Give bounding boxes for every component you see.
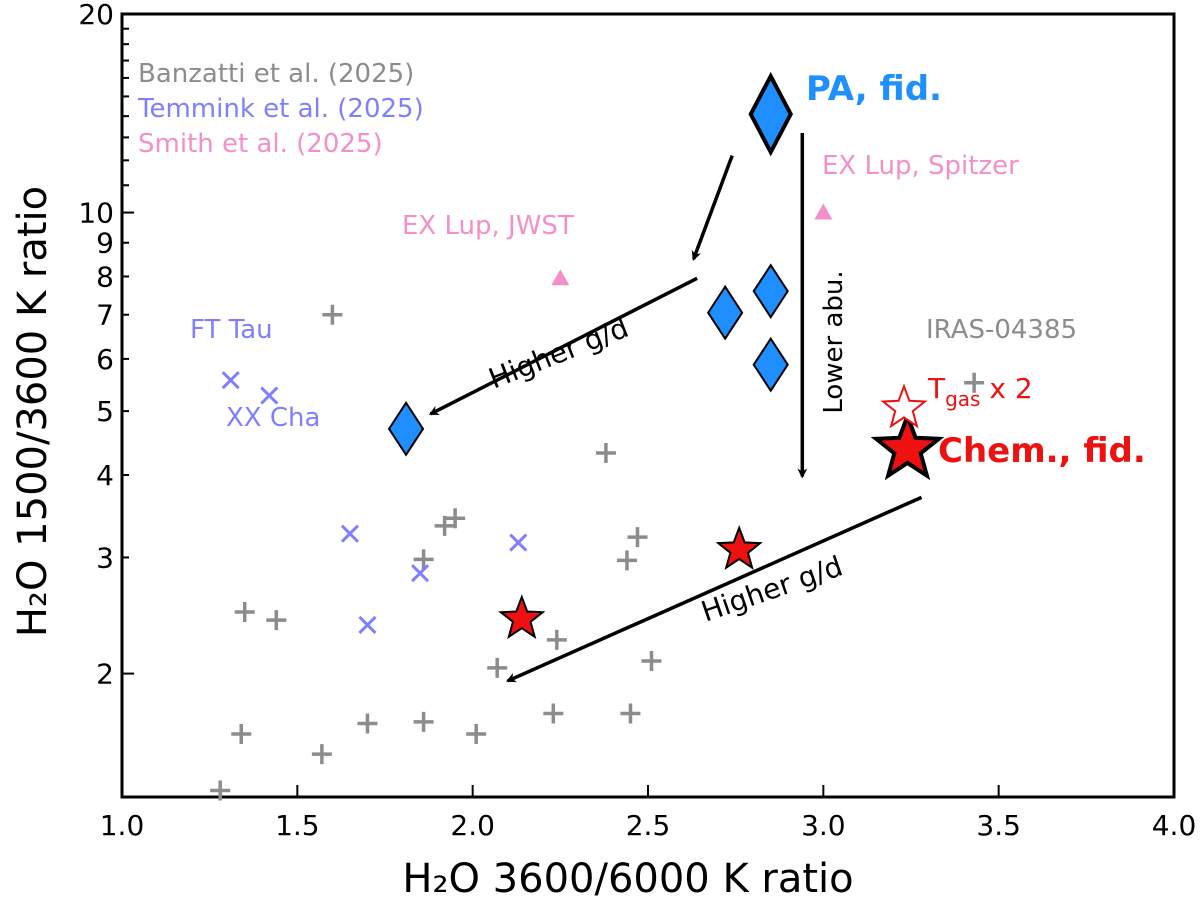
star-marker-open	[880, 383, 928, 429]
diamond-marker	[752, 336, 789, 393]
diamond-marker-fiducial	[748, 71, 793, 157]
plus-marker	[234, 601, 255, 622]
x-marker	[509, 533, 528, 552]
x-tick-label: 4.0	[1152, 809, 1197, 842]
ex-lup-spitzer-label: EX Lup, Spitzer	[822, 151, 1019, 181]
plus-marker	[231, 723, 252, 744]
legend-entry: Smith et al. (2025)	[138, 129, 383, 159]
plus-marker	[543, 703, 564, 724]
x-tick-label: 1.0	[100, 809, 145, 842]
x-marker	[358, 615, 377, 635]
plus-marker	[413, 711, 434, 732]
y-tick-label: 2	[96, 658, 114, 691]
diamond-marker	[752, 263, 789, 320]
y-tick-label: 20	[78, 0, 114, 31]
plus-marker	[964, 372, 985, 393]
plus-marker	[620, 703, 641, 724]
y-tick-label: 5	[96, 395, 114, 428]
x-marker	[221, 371, 240, 390]
plus-marker	[641, 650, 662, 671]
x-axis-label: H₂O 3600/6000 K ratio	[402, 856, 853, 902]
plus-marker	[445, 508, 466, 529]
x-tick-label: 2.0	[450, 809, 495, 842]
x-tick-label: 3.0	[801, 809, 846, 842]
plus-marker	[616, 550, 637, 571]
tgas-rest: x 2	[980, 372, 1032, 405]
xx-cha-label: XX Cha	[226, 403, 320, 433]
plus-marker	[546, 629, 567, 650]
diamond-marker	[387, 401, 425, 457]
plus-marker	[487, 657, 508, 678]
x-tick-label: 3.5	[976, 809, 1021, 842]
ex-lup-jwst-label: EX Lup, JWST	[402, 211, 574, 241]
legend-entry: Banzatti et al. (2025)	[138, 59, 414, 89]
x-tick-label: 2.5	[626, 809, 671, 842]
star-marker	[498, 594, 546, 640]
plus-marker	[627, 527, 648, 548]
y-tick-label: 10	[78, 197, 114, 230]
plus-marker	[210, 780, 231, 801]
y-tick-label: 4	[96, 459, 114, 492]
star-marker	[715, 525, 763, 571]
lower-abu-label: Lower abu.	[819, 270, 849, 413]
legend-entry: Temmink et al. (2025)	[137, 94, 424, 124]
x-marker	[411, 564, 430, 583]
triangle-marker	[814, 203, 833, 220]
annotation-arrow	[428, 276, 698, 416]
star-marker-fiducial	[870, 410, 945, 481]
plus-marker	[413, 549, 434, 570]
y-tick-label: 9	[96, 227, 114, 260]
x-tick-label: 1.5	[275, 809, 320, 842]
plus-marker	[434, 515, 455, 536]
chem-fid-label: Chem., fid.	[938, 431, 1146, 471]
y-tick-label: 6	[96, 343, 114, 376]
y-tick-label: 7	[96, 299, 114, 332]
iras-label: IRAS-04385	[926, 315, 1077, 345]
plus-marker	[595, 442, 616, 463]
tgas-main: T	[927, 372, 946, 405]
y-axis-label: H₂O 1500/3600 K ratio	[10, 186, 56, 637]
plus-marker	[311, 744, 332, 765]
pa-fid-label: PA, fid.	[806, 69, 942, 109]
annotation-arrow	[505, 495, 923, 683]
x-marker	[340, 524, 359, 543]
annotation-arrow	[691, 154, 734, 261]
ft-tau-label: FT Tau	[190, 315, 273, 345]
diamond-marker	[706, 284, 744, 341]
y-tick-label: 3	[96, 541, 114, 574]
plus-marker	[266, 610, 287, 631]
tgas-label: Tgas x 2	[927, 372, 1033, 411]
tgas-sub: gas	[945, 387, 980, 411]
plus-marker	[466, 723, 487, 744]
y-tick-label: 8	[96, 260, 114, 293]
triangle-marker	[551, 269, 570, 286]
x-marker	[260, 386, 279, 405]
plus-marker	[322, 304, 343, 325]
higher-gd-label-upper: Higher g/d	[484, 311, 633, 396]
higher-gd-label-lower: Higher g/d	[697, 549, 847, 628]
plus-marker	[357, 713, 378, 734]
